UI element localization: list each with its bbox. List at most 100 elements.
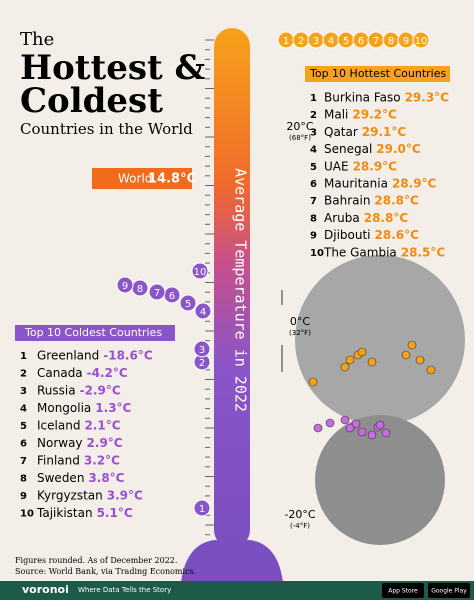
world-label: World — [118, 172, 152, 186]
bubble-rank: 4 — [200, 307, 206, 318]
bubble-rank: 9 — [403, 36, 409, 47]
rank-bubble — [179, 294, 197, 312]
temperature: 28.6°C — [375, 228, 420, 242]
bubble-rank: 9 — [122, 281, 128, 292]
country: UAE — [324, 159, 349, 173]
axis-label: Average Temperature in 2022 — [232, 168, 250, 412]
store-badge[interactable] — [382, 583, 424, 598]
country: Tajikistan — [36, 506, 93, 520]
country: Aruba — [324, 211, 360, 225]
temperature: 1.3°C — [95, 401, 131, 415]
temperature: 2.9°C — [87, 436, 123, 450]
rank: 2 — [20, 369, 27, 380]
scale-fahrenheit: (32°F) — [289, 329, 311, 337]
rank: 7 — [20, 456, 27, 467]
temperature: -2.9°C — [80, 384, 121, 398]
country: Iceland — [37, 419, 80, 433]
temperature: 3.9°C — [107, 489, 143, 503]
world-value: 14.8°C — [148, 172, 196, 187]
rank-bubble — [116, 276, 134, 294]
bubble-rank: 4 — [328, 36, 334, 47]
note: Figures rounded. As of December 2022. — [15, 556, 177, 565]
bubble-rank: 3 — [199, 345, 205, 356]
rank-bubble — [193, 499, 211, 517]
bubble-rank: 8 — [388, 36, 394, 47]
rank: 8 — [20, 474, 27, 485]
country: Russia — [37, 384, 76, 398]
store-label[interactable]: Google Play — [431, 588, 467, 595]
bubble-rank: 6 — [358, 36, 364, 47]
temperature: 29.2°C — [352, 108, 397, 122]
rank: 6 — [310, 179, 317, 190]
rank: 3 — [20, 386, 27, 397]
list-title: Top 10 Hottest Countries — [309, 67, 447, 80]
rank: 8 — [310, 213, 317, 224]
bubble-rank: 7 — [154, 288, 160, 299]
rank: 7 — [310, 196, 317, 207]
list-title: Top 10 Coldest Countries — [24, 326, 162, 339]
temperature: 29.1°C — [362, 125, 407, 139]
rank: 9 — [310, 231, 317, 242]
temperature: 28.9°C — [353, 159, 398, 173]
scale-celsius: -20°C — [284, 508, 315, 521]
store-label[interactable]: App Store — [388, 588, 418, 595]
bubble-rank: 6 — [169, 291, 175, 302]
country: Mali — [324, 108, 348, 122]
list-header — [15, 325, 175, 341]
thermometer-tube — [214, 28, 250, 548]
rank: 5 — [20, 421, 27, 432]
rank-bubble — [412, 31, 430, 49]
country: Norway — [37, 436, 83, 450]
rank: 1 — [20, 351, 27, 362]
country: Finland — [37, 454, 80, 468]
rank: 4 — [310, 145, 317, 156]
temperature: 3.2°C — [84, 454, 120, 468]
country: Burkina Faso — [324, 91, 401, 105]
world-badge — [92, 168, 192, 189]
rank: 6 — [20, 439, 27, 450]
bubble-rank: 2 — [298, 36, 304, 47]
scale-fahrenheit: (68°F) — [289, 134, 311, 142]
temperature: 2.1°C — [84, 419, 120, 433]
bubble-rank: 8 — [137, 284, 143, 295]
source: Source: World Bank, via Trading Economic… — [15, 567, 196, 576]
temperature: 28.5°C — [401, 245, 446, 259]
bubble-rank: 5 — [185, 299, 191, 310]
store-badge[interactable] — [428, 583, 470, 598]
bubble-rank: 7 — [373, 36, 379, 47]
temperature: 28.8°C — [374, 194, 419, 208]
temperature: -18.6°C — [103, 349, 153, 363]
temperature: 29.3°C — [405, 91, 450, 105]
country: Sweden — [37, 471, 84, 485]
bubble-rank: 10 — [415, 36, 428, 47]
scale-celsius: 0°C — [290, 315, 310, 328]
temperature: -4.2°C — [87, 366, 128, 380]
temperature: 28.8°C — [364, 211, 409, 225]
rank: 4 — [20, 404, 27, 415]
temperature: 29.0°C — [376, 142, 421, 156]
rank: 5 — [310, 162, 317, 173]
rank-bubble — [193, 340, 211, 358]
country: Canada — [37, 366, 83, 380]
list-header — [305, 66, 450, 82]
bubble-rank: 1 — [199, 504, 205, 515]
temperature: 28.9°C — [392, 177, 437, 191]
country: The Gambia — [323, 245, 397, 259]
title-line: Coldest — [20, 81, 163, 121]
bubble-rank: 3 — [313, 36, 319, 47]
footer-bar — [0, 581, 474, 600]
tagline: Where Data Tells the Story — [78, 586, 171, 594]
bubble-rank: 1 — [283, 36, 289, 47]
country: Bahrain — [324, 194, 370, 208]
bubble-rank: 5 — [343, 36, 349, 47]
rank: 3 — [310, 127, 317, 138]
bubble-rank: 10 — [194, 267, 207, 278]
country: Kyrgyzstan — [37, 489, 103, 503]
country: Djibouti — [324, 228, 371, 242]
globe — [295, 255, 465, 545]
rank: 10 — [20, 509, 34, 520]
subtitle: Countries in the World — [20, 120, 193, 138]
intro: The — [20, 29, 54, 50]
scale-fahrenheit: (-4°F) — [290, 522, 310, 530]
